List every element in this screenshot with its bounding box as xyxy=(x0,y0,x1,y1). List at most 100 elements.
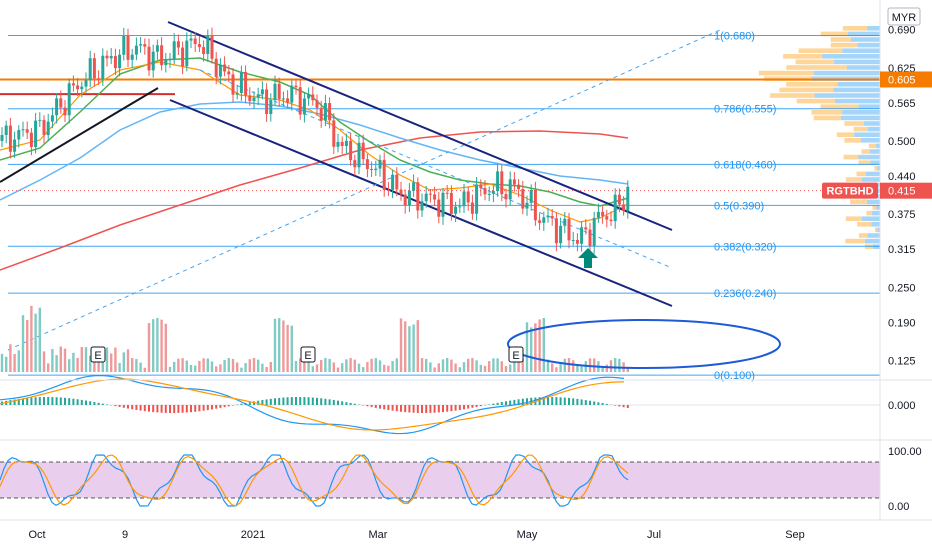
volume-bar xyxy=(156,318,158,372)
trend-lines[interactable] xyxy=(0,22,720,350)
volume-bar xyxy=(480,365,482,372)
volume-profile-bar xyxy=(862,177,880,182)
volume-bar xyxy=(354,360,356,372)
volume-profile-bar xyxy=(846,216,862,221)
macd-histogram-bar xyxy=(417,405,419,413)
fib-label: 0.5(0.390) xyxy=(714,200,764,212)
volume-bar xyxy=(442,359,444,372)
candle-body xyxy=(17,130,20,139)
macd-histogram-bar xyxy=(316,398,318,405)
candle-body xyxy=(110,56,113,58)
volume-bar xyxy=(564,359,566,372)
macd-histogram-bar xyxy=(589,401,591,405)
volume-bar xyxy=(13,354,15,372)
candle-body xyxy=(248,95,251,101)
price-tick-label: 0.565 xyxy=(888,98,916,110)
volume-bar xyxy=(307,361,309,372)
candle-body xyxy=(316,100,319,108)
candle-body xyxy=(400,190,403,195)
macd-histogram-bar xyxy=(509,401,511,405)
time-tick-label: 9 xyxy=(122,529,128,541)
volume-profile-bar xyxy=(814,71,880,76)
candle-body xyxy=(257,94,260,97)
volume-profile-bar xyxy=(869,144,876,149)
macd-histogram-bar xyxy=(350,403,352,405)
macd-histogram-bar xyxy=(148,405,150,412)
volume-bar xyxy=(81,347,83,372)
candle-body xyxy=(580,227,583,243)
candle-body xyxy=(177,41,180,47)
candle-body xyxy=(471,202,474,213)
candle-body xyxy=(358,143,361,168)
candle-body xyxy=(143,44,146,47)
volume-bar xyxy=(488,361,490,372)
macd-histogram-bar xyxy=(425,405,427,413)
symbol-label: RGTBHD xyxy=(826,186,873,198)
highlight-price-label: 0.605 xyxy=(888,74,916,86)
candle-body xyxy=(463,191,466,206)
candle-body xyxy=(589,230,592,246)
macd-histogram-bar xyxy=(404,405,406,412)
candle-body xyxy=(353,160,356,167)
macd-histogram-bar xyxy=(585,400,587,405)
volume-bar xyxy=(501,361,503,372)
volume-profile-bar xyxy=(873,205,877,210)
macd-pane xyxy=(0,376,880,434)
volume-profile-bar xyxy=(844,121,864,126)
macd-histogram-bar xyxy=(488,404,490,405)
candle-body xyxy=(194,38,197,44)
volume-bar xyxy=(429,362,431,372)
volume-bar xyxy=(320,360,322,372)
candle-body xyxy=(614,195,617,221)
price-tick-label: 0.125 xyxy=(888,355,916,367)
macd-histogram-bar xyxy=(190,405,192,412)
volume-profile-bar xyxy=(845,239,865,244)
volume-profile-bar xyxy=(835,99,880,104)
macd-histogram-bar xyxy=(455,405,457,411)
macd-histogram-bar xyxy=(303,397,305,405)
volume-bar xyxy=(450,360,452,372)
macd-histogram-bar xyxy=(224,405,226,407)
earnings-marker-label: E xyxy=(94,350,101,362)
candle-body xyxy=(345,141,348,146)
volume-bar xyxy=(51,349,53,372)
volume-profile-bar xyxy=(841,116,880,121)
volume-profile-bar xyxy=(815,93,880,98)
macd-histogram-bar xyxy=(497,403,499,405)
volume-profile-bar xyxy=(864,121,880,126)
macd-histogram-bar xyxy=(169,405,171,413)
candle-body xyxy=(219,65,222,77)
candle-body xyxy=(227,72,230,75)
candle-body xyxy=(505,194,508,199)
candle-body xyxy=(391,175,394,190)
price-tick-label: 0.440 xyxy=(888,171,916,183)
volume-bar xyxy=(438,363,440,372)
ma-blue xyxy=(0,102,628,200)
candle-body xyxy=(437,200,440,217)
candle-body xyxy=(526,203,529,209)
macd-histogram-bar xyxy=(135,405,137,410)
volume-bar xyxy=(324,358,326,372)
volume-profile-bar xyxy=(811,110,842,115)
volume-bar xyxy=(387,366,389,372)
stochastic-pane xyxy=(0,455,880,506)
candle-body xyxy=(34,121,37,147)
candle-body xyxy=(244,72,247,95)
macd-histogram-bar xyxy=(366,405,368,406)
macd-histogram-bar xyxy=(463,405,465,409)
volume-bar xyxy=(139,363,141,372)
time-tick-label: Oct xyxy=(28,529,45,541)
macd-histogram-bar xyxy=(72,399,74,405)
macd-histogram-bar xyxy=(207,405,209,410)
candle-body xyxy=(513,179,516,184)
candle-body xyxy=(38,120,41,121)
volume-profile-bar xyxy=(847,65,880,70)
macd-histogram-bar xyxy=(144,405,146,411)
volume-bar xyxy=(291,326,293,372)
macd-histogram-bar xyxy=(450,405,452,411)
macd-histogram-bar xyxy=(228,405,230,406)
support-trend-line xyxy=(0,88,158,182)
volume-bar xyxy=(135,359,137,372)
